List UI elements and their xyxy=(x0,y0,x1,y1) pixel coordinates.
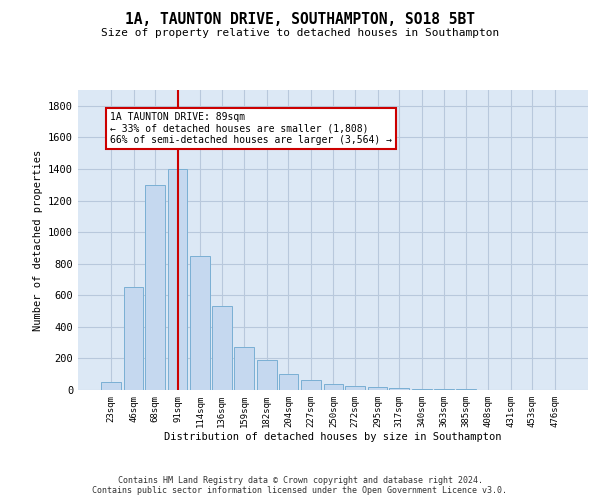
Bar xyxy=(389,388,409,390)
Bar xyxy=(168,169,187,390)
Bar xyxy=(301,380,321,390)
Bar xyxy=(434,389,454,390)
Bar xyxy=(235,348,254,390)
Bar xyxy=(257,360,277,390)
Y-axis label: Number of detached properties: Number of detached properties xyxy=(32,150,43,330)
Text: Size of property relative to detached houses in Southampton: Size of property relative to detached ho… xyxy=(101,28,499,38)
Bar xyxy=(212,306,232,390)
Bar xyxy=(145,184,165,390)
Text: 1A, TAUNTON DRIVE, SOUTHAMPTON, SO18 5BT: 1A, TAUNTON DRIVE, SOUTHAMPTON, SO18 5BT xyxy=(125,12,475,28)
Text: 1A TAUNTON DRIVE: 89sqm
← 33% of detached houses are smaller (1,808)
66% of semi: 1A TAUNTON DRIVE: 89sqm ← 33% of detache… xyxy=(110,112,392,146)
Bar xyxy=(323,384,343,390)
Bar xyxy=(101,382,121,390)
Bar xyxy=(368,387,388,390)
Text: Distribution of detached houses by size in Southampton: Distribution of detached houses by size … xyxy=(164,432,502,442)
Bar xyxy=(412,388,431,390)
Bar xyxy=(278,374,298,390)
Bar xyxy=(190,256,210,390)
Bar xyxy=(345,386,365,390)
Text: Contains HM Land Registry data © Crown copyright and database right 2024.
Contai: Contains HM Land Registry data © Crown c… xyxy=(92,476,508,495)
Bar xyxy=(124,288,143,390)
